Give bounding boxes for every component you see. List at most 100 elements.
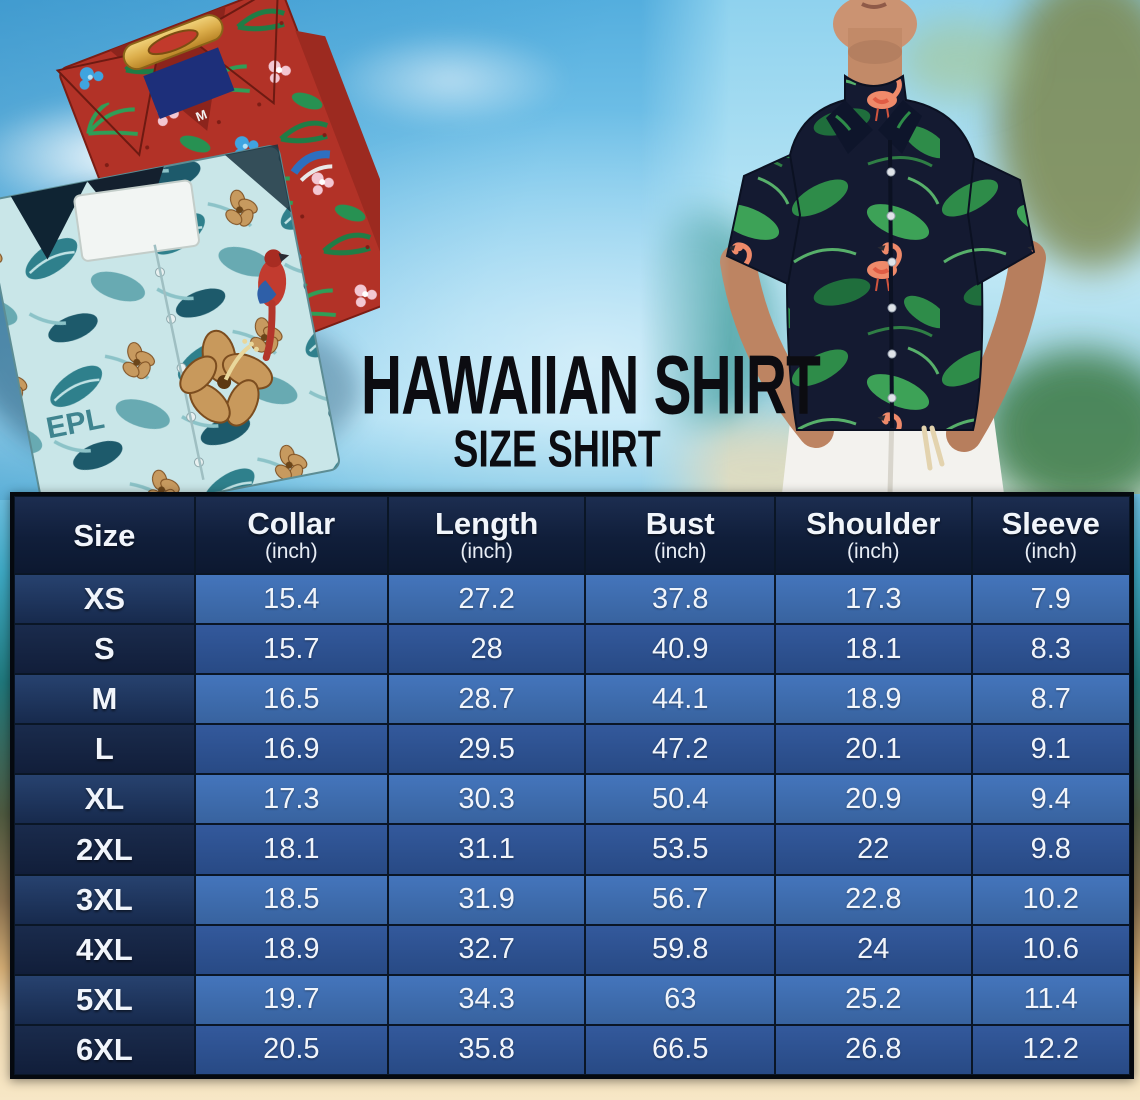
size-label-cell: 6XL xyxy=(14,1024,195,1075)
measurement-value-cell: 18.1 xyxy=(194,824,388,875)
measurement-value-cell: 34.3 xyxy=(387,974,586,1025)
column-label: Length xyxy=(434,505,539,541)
size-label-cell: 3XL xyxy=(14,874,195,925)
measurement-value-cell: 9.1 xyxy=(971,724,1130,775)
table-row-5xl: 5XL 19.7 34.3 63 25.2 11.4 xyxy=(14,974,1130,1025)
measurement-value-cell: 9.4 xyxy=(971,774,1130,825)
measurement-value-cell: 11.4 xyxy=(971,974,1130,1025)
measurement-value-cell: 20.5 xyxy=(194,1024,388,1075)
column-header-bust: Bust (inch) xyxy=(585,496,776,574)
shirt-size-tag: M xyxy=(194,107,209,125)
measurement-value-cell: 28 xyxy=(387,624,586,675)
measurement-value-cell: 24 xyxy=(775,924,972,975)
size-label-cell: XS xyxy=(14,574,195,625)
measurement-value-cell: 16.9 xyxy=(194,724,388,775)
column-label: Size xyxy=(73,517,136,553)
measurement-value-cell: 22 xyxy=(775,824,972,875)
measurement-value-cell: 26.8 xyxy=(775,1024,972,1075)
column-header-shoulder: Shoulder (inch) xyxy=(775,496,972,574)
measurement-value-cell: 17.3 xyxy=(775,574,972,625)
measurement-value-cell: 19.7 xyxy=(194,974,388,1025)
measurement-value-cell: 31.1 xyxy=(387,824,586,875)
measurement-value-cell: 9.8 xyxy=(971,824,1130,875)
column-label: Bust xyxy=(645,505,715,541)
table-row-l: L 16.9 29.5 47.2 20.1 9.1 xyxy=(14,724,1130,775)
model-photo xyxy=(620,0,1140,515)
table-row-s: S 15.7 28 40.9 18.1 8.3 xyxy=(14,624,1130,675)
measurement-value-cell: 66.5 xyxy=(585,1024,776,1075)
column-header-collar: Collar (inch) xyxy=(194,496,388,574)
column-header-size: Size xyxy=(14,496,195,574)
teal-hawaiian-shirt: EPL xyxy=(0,144,341,525)
table-row-m: M 16.5 28.7 44.1 18.9 8.7 xyxy=(14,674,1130,725)
measurement-value-cell: 20.9 xyxy=(775,774,972,825)
man-in-flamingo-shirt xyxy=(620,0,1140,515)
measurement-value-cell: 31.9 xyxy=(387,874,586,925)
size-label-cell: 2XL xyxy=(14,824,195,875)
folded-shirts: M xyxy=(0,0,401,525)
column-unit: (inch) xyxy=(847,539,900,563)
measurement-value-cell: 10.2 xyxy=(971,874,1130,925)
column-unit: (inch) xyxy=(460,539,513,563)
column-label: Collar xyxy=(247,505,336,541)
measurement-value-cell: 32.7 xyxy=(387,924,586,975)
measurement-value-cell: 17.3 xyxy=(194,774,388,825)
measurement-value-cell: 37.8 xyxy=(585,574,776,625)
measurement-value-cell: 47.2 xyxy=(585,724,776,775)
column-unit: (inch) xyxy=(265,539,318,563)
measurement-value-cell: 28.7 xyxy=(387,674,586,725)
size-label-cell: M xyxy=(14,674,195,725)
column-header-sleeve: Sleeve (inch) xyxy=(971,496,1130,574)
table-row-3xl: 3XL 18.5 31.9 56.7 22.8 10.2 xyxy=(14,874,1130,925)
column-header-length: Length (inch) xyxy=(387,496,586,574)
column-unit: (inch) xyxy=(1024,539,1077,563)
measurement-value-cell: 15.4 xyxy=(194,574,388,625)
man-figure xyxy=(720,0,1046,495)
folded-shirts-photo: M xyxy=(0,0,401,525)
measurement-value-cell: 44.1 xyxy=(585,674,776,725)
measurement-value-cell: 35.8 xyxy=(387,1024,586,1075)
table-row-xs: XS 15.4 27.2 37.8 17.3 7.9 xyxy=(14,574,1130,625)
size-label-cell: XL xyxy=(14,774,195,825)
page-subtitle: SIZE SHIRT xyxy=(453,419,661,478)
measurement-value-cell: 40.9 xyxy=(585,624,776,675)
table-row-6xl: 6XL 20.5 35.8 66.5 26.8 12.2 xyxy=(14,1024,1130,1075)
measurement-value-cell: 7.9 xyxy=(971,574,1130,625)
table-row-2xl: 2XL 18.1 31.1 53.5 22 9.8 xyxy=(14,824,1130,875)
measurement-value-cell: 18.5 xyxy=(194,874,388,925)
measurement-value-cell: 15.7 xyxy=(194,624,388,675)
measurement-value-cell: 30.3 xyxy=(387,774,586,825)
column-label: Shoulder xyxy=(806,505,941,541)
measurement-value-cell: 8.3 xyxy=(971,624,1130,675)
size-label-cell: 4XL xyxy=(14,924,195,975)
column-label: Sleeve xyxy=(1001,505,1100,541)
size-table: Size Collar (inch) Length (inch) Bust (inch) Sh… xyxy=(10,492,1134,1079)
measurement-value-cell: 22.8 xyxy=(775,874,972,925)
measurement-value-cell: 59.8 xyxy=(585,924,776,975)
table-row-4xl: 4XL 18.9 32.7 59.8 24 10.6 xyxy=(14,924,1130,975)
measurement-value-cell: 27.2 xyxy=(387,574,586,625)
size-label-cell: S xyxy=(14,624,195,675)
measurement-value-cell: 8.7 xyxy=(971,674,1130,725)
cloud xyxy=(330,30,570,130)
measurement-value-cell: 12.2 xyxy=(971,1024,1130,1075)
measurement-value-cell: 18.1 xyxy=(775,624,972,675)
measurement-value-cell: 56.7 xyxy=(585,874,776,925)
measurement-value-cell: 18.9 xyxy=(775,674,972,725)
column-unit: (inch) xyxy=(653,539,707,563)
measurement-value-cell: 29.5 xyxy=(387,724,586,775)
measurement-value-cell: 50.4 xyxy=(585,774,776,825)
headline: HAWAIIAN SHIRT SIZE SHIRT xyxy=(312,339,821,475)
page-title: HAWAIIAN SHIRT xyxy=(361,339,821,433)
measurement-value-cell: 16.5 xyxy=(194,674,388,725)
table-row-xl: XL 17.3 30.3 50.4 20.9 9.4 xyxy=(14,774,1130,825)
table-header-row: Size Collar (inch) Length (inch) Bust (inch) Sh… xyxy=(14,496,1130,574)
measurement-value-cell: 10.6 xyxy=(971,924,1130,975)
size-label-cell: 5XL xyxy=(14,974,195,1025)
measurement-value-cell: 18.9 xyxy=(194,924,388,975)
size-label-cell: L xyxy=(14,724,195,775)
measurement-value-cell: 63 xyxy=(585,974,776,1025)
measurement-value-cell: 25.2 xyxy=(775,974,972,1025)
measurement-value-cell: 20.1 xyxy=(775,724,972,775)
